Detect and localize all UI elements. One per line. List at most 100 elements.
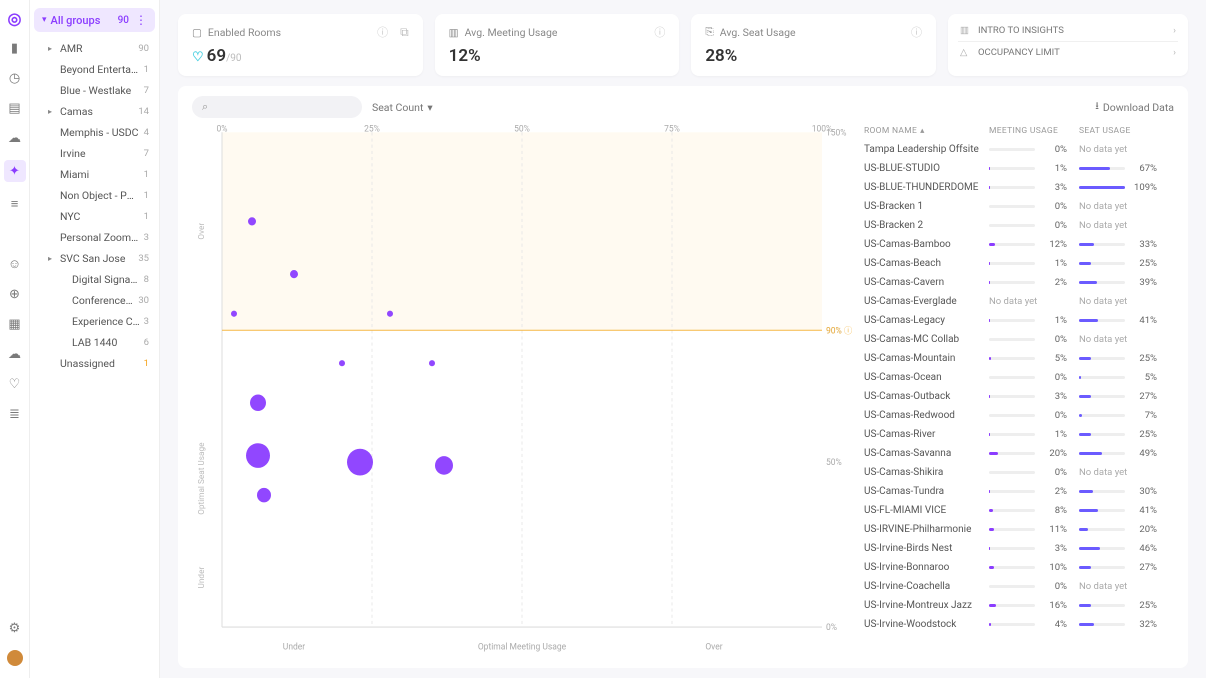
sidebar-item[interactable]: Experience Center3 xyxy=(34,311,155,332)
table-row[interactable]: US-Camas-Legacy1%41% xyxy=(864,311,1174,330)
sidebar-item-count: 1 xyxy=(144,211,149,222)
insight-row[interactable]: △OCCUPANCY LIMIT› xyxy=(958,42,1178,63)
table-row[interactable]: US-BLUE-THUNDERDOME3%109% xyxy=(864,178,1174,197)
bulb-icon[interactable]: ♡ xyxy=(7,376,23,392)
sidebar-item[interactable]: Blue - Westlake7 xyxy=(34,80,155,101)
cell-meeting-usage: 0% xyxy=(989,144,1079,155)
table-row[interactable]: US-Bracken 20%No data yet xyxy=(864,216,1174,235)
sidebar-item[interactable]: ▸Camas14 xyxy=(34,101,155,122)
sidebar-item[interactable]: Memphis - USDC4 xyxy=(34,122,155,143)
table-row[interactable]: US-Camas-Redwood0%7% xyxy=(864,406,1174,425)
table-row[interactable]: US-Camas-Beach1%25% xyxy=(864,254,1174,273)
table-row[interactable]: US-Irvine-Bonnaroo10%27% xyxy=(864,558,1174,577)
table-row[interactable]: US-Irvine-Montreux Jazz16%25% xyxy=(864,596,1174,615)
table-row[interactable]: US-Irvine-Coachella0%No data yet xyxy=(864,577,1174,596)
avatar[interactable] xyxy=(7,650,23,666)
insight-icon: ▥ xyxy=(960,25,974,36)
cell-meeting-usage: 1% xyxy=(989,429,1079,440)
sidebar-item[interactable]: Unassigned1 xyxy=(34,353,155,374)
sidebar-item[interactable]: ▸SVC San Jose35 xyxy=(34,248,155,269)
svg-text:0%: 0% xyxy=(216,124,227,134)
settings-rows-icon[interactable]: ≡ xyxy=(7,196,23,212)
card-avg-meeting: ▥ Avg. Meeting Usage ⓘ 12% xyxy=(435,14,680,76)
cell-seat-usage: No data yet xyxy=(1079,220,1174,231)
cell-seat-usage: 41% xyxy=(1079,315,1174,326)
table-row[interactable]: US-Irvine-Woodstock4%32% xyxy=(864,615,1174,634)
info-icon[interactable]: ⓘ xyxy=(911,24,922,40)
table-row[interactable]: US-Camas-Outback3%27% xyxy=(864,387,1174,406)
cell-room-name: US-Bracken 1 xyxy=(864,201,989,212)
info-icon[interactable]: ⓘ xyxy=(377,24,388,40)
content-panel: ⌕ Seat Count ▾ ⭳ Download Data 0%25%50%7… xyxy=(178,86,1188,668)
cloud2-icon[interactable]: ☁ xyxy=(7,346,23,362)
cell-room-name: US-Camas-Shikira xyxy=(864,467,989,478)
cell-seat-usage: 49% xyxy=(1079,448,1174,459)
sidebar-item-label: AMR xyxy=(60,42,134,55)
person-icon[interactable]: ☺ xyxy=(7,256,23,272)
table-row[interactable]: US-FL-MIAMI VICE8%41% xyxy=(864,501,1174,520)
sidebar-item[interactable]: Personal ZoomRo...3 xyxy=(34,227,155,248)
th-seat-usage[interactable]: SEAT USAGE xyxy=(1079,126,1174,136)
svg-text:Under: Under xyxy=(283,643,305,653)
sliders-icon[interactable]: ≣ xyxy=(7,406,23,422)
table-row[interactable]: US-IRVINE-Philharmonie11%20% xyxy=(864,520,1174,539)
rooms-table: ROOM NAME▴ MEETING USAGE SEAT USAGE Tamp… xyxy=(864,122,1174,658)
cell-meeting-usage: 0% xyxy=(989,201,1079,212)
table-row[interactable]: US-Camas-EvergladeNo data yetNo data yet xyxy=(864,292,1174,311)
sidebar-item-count: 14 xyxy=(138,106,149,117)
download-data-button[interactable]: ⭳ Download Data xyxy=(1095,98,1174,116)
cell-room-name: US-Irvine-Coachella xyxy=(864,581,989,592)
table-row[interactable]: US-BLUE-STUDIO1%67% xyxy=(864,159,1174,178)
table-row[interactable]: US-Camas-Savanna20%49% xyxy=(864,444,1174,463)
table-body[interactable]: Tampa Leadership Offsite0%No data yetUS-… xyxy=(864,140,1174,658)
gear-icon[interactable]: ⚙ xyxy=(7,620,23,636)
info-icon[interactable]: ⓘ xyxy=(654,24,665,40)
group-header[interactable]: ▾ All groups 90 ⋮ xyxy=(34,8,155,32)
book-icon[interactable]: ▤ xyxy=(7,100,23,116)
sort-icon: ▴ xyxy=(920,126,925,136)
external-link-icon[interactable]: ⧉ xyxy=(400,25,409,40)
table-row[interactable]: US-Camas-Tundra2%30% xyxy=(864,482,1174,501)
sidebar: ▾ All groups 90 ⋮ ▸AMR90Beyond Entertain… xyxy=(30,0,160,678)
sidebar-item[interactable]: NYC1 xyxy=(34,206,155,227)
table-row[interactable]: US-Camas-Mountain5%25% xyxy=(864,349,1174,368)
cell-meeting-usage: 16% xyxy=(989,600,1079,611)
table-row[interactable]: Tampa Leadership Offsite0%No data yet xyxy=(864,140,1174,159)
th-meeting-usage[interactable]: MEETING USAGE xyxy=(989,126,1079,136)
table-row[interactable]: US-Camas-River1%25% xyxy=(864,425,1174,444)
table-row[interactable]: US-Camas-Ocean0%5% xyxy=(864,368,1174,387)
sidebar-item[interactable]: Conference Roo...30 xyxy=(34,290,155,311)
clock-icon[interactable]: ◷ xyxy=(7,70,23,86)
table-row[interactable]: US-Camas-Cavern2%39% xyxy=(864,273,1174,292)
card-value: 28% xyxy=(705,46,922,66)
kebab-icon[interactable]: ⋮ xyxy=(135,13,147,27)
sidebar-item[interactable]: Miami1 xyxy=(34,164,155,185)
sidebar-item[interactable]: Irvine7 xyxy=(34,143,155,164)
cloud-icon[interactable]: ☁ xyxy=(7,130,23,146)
cell-room-name: US-Irvine-Montreux Jazz xyxy=(864,600,989,611)
cell-meeting-usage: 1% xyxy=(989,258,1079,269)
spacer1[interactable] xyxy=(7,226,23,242)
sidebar-item-label: Unassigned xyxy=(60,357,140,370)
grid-icon[interactable]: ▦ xyxy=(7,316,23,332)
search-input[interactable]: ⌕ xyxy=(192,96,362,118)
dashboard-icon[interactable]: ▮ xyxy=(7,40,23,56)
brand-icon[interactable]: ◎ xyxy=(7,10,23,26)
th-room-name[interactable]: ROOM NAME▴ xyxy=(864,126,989,136)
globe-icon[interactable]: ⊕ xyxy=(7,286,23,302)
sidebar-item[interactable]: Digital Signage8 xyxy=(34,269,155,290)
sidebar-item[interactable]: ▸AMR90 xyxy=(34,38,155,59)
content-toolbar: ⌕ Seat Count ▾ ⭳ Download Data xyxy=(192,96,1174,118)
sidebar-item-label: Miami xyxy=(60,168,140,181)
insight-icon[interactable]: ✦ xyxy=(4,160,26,182)
table-row[interactable]: US-Camas-Shikira0%No data yet xyxy=(864,463,1174,482)
sidebar-item[interactable]: Non Object - Port...1 xyxy=(34,185,155,206)
table-row[interactable]: US-Bracken 10%No data yet xyxy=(864,197,1174,216)
insight-row[interactable]: ▥INTRO TO INSIGHTS› xyxy=(958,20,1178,42)
table-row[interactable]: US-Irvine-Birds Nest3%46% xyxy=(864,539,1174,558)
sidebar-item[interactable]: Beyond Entertain...1 xyxy=(34,59,155,80)
seat-count-dropdown[interactable]: Seat Count ▾ xyxy=(372,101,433,114)
table-row[interactable]: US-Camas-MC Collab0%No data yet xyxy=(864,330,1174,349)
table-row[interactable]: US-Camas-Bamboo12%33% xyxy=(864,235,1174,254)
sidebar-item[interactable]: LAB 14406 xyxy=(34,332,155,353)
